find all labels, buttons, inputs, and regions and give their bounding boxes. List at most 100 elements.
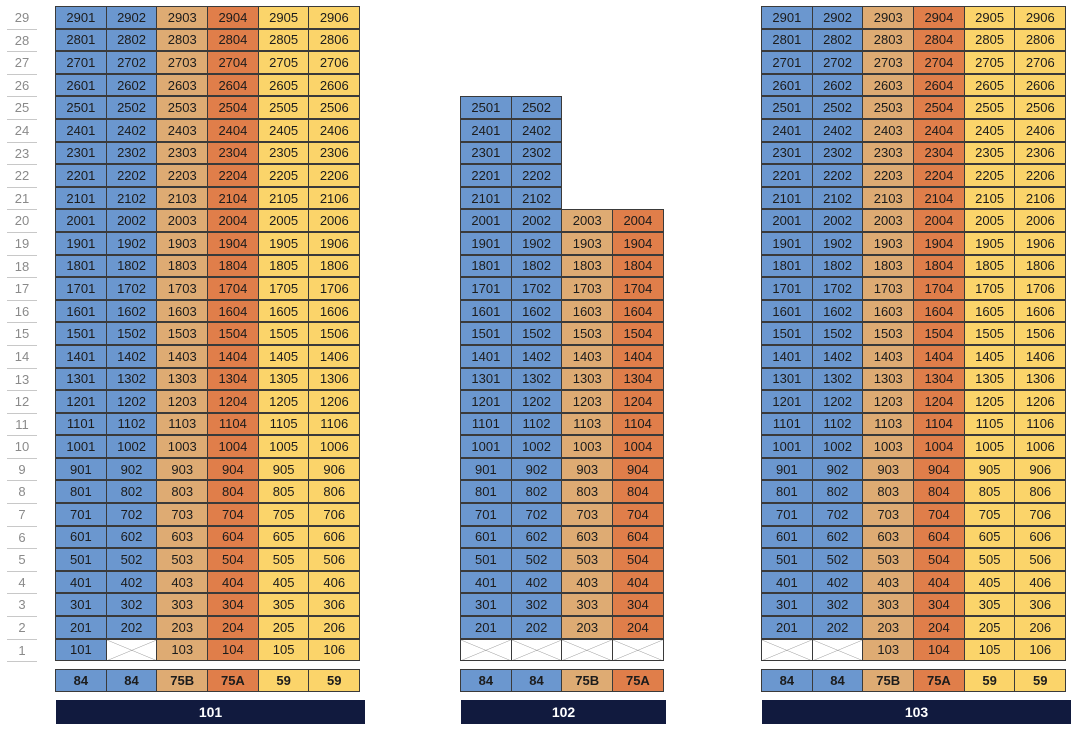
unit-cell[interactable]: 604: [612, 525, 664, 549]
unit-cell[interactable]: 1605: [963, 299, 1016, 323]
unit-cell[interactable]: 901: [55, 457, 107, 481]
unit-cell[interactable]: 1404: [913, 344, 965, 368]
unit-cell[interactable]: 505: [963, 548, 1016, 571]
unit-cell[interactable]: 2901: [761, 6, 813, 29]
unit-cell[interactable]: 2706: [1014, 51, 1067, 74]
unit-cell[interactable]: 604: [913, 525, 965, 549]
unit-cell[interactable]: 306: [1014, 593, 1067, 617]
unit-cell[interactable]: 2504: [207, 96, 259, 119]
unit-cell[interactable]: 1705: [963, 277, 1016, 300]
unit-cell[interactable]: 1301: [460, 367, 512, 391]
unit-cell[interactable]: 1802: [105, 254, 158, 278]
unit-cell[interactable]: 902: [811, 457, 864, 481]
unit-cell[interactable]: 901: [761, 457, 813, 481]
unit-cell[interactable]: 2806: [1014, 28, 1067, 52]
unit-cell[interactable]: 1703: [156, 277, 209, 300]
unit-cell[interactable]: 1301: [761, 367, 813, 391]
unit-cell[interactable]: 2703: [862, 51, 915, 74]
unit-cell[interactable]: 2101: [460, 186, 512, 210]
unit-cell[interactable]: 2403: [156, 118, 209, 142]
unit-cell[interactable]: 1105: [963, 412, 1016, 436]
unit-cell[interactable]: 205: [257, 616, 310, 639]
unit-cell[interactable]: 1304: [612, 367, 664, 391]
unit-cell[interactable]: 201: [761, 616, 813, 639]
unit-cell[interactable]: 303: [862, 593, 915, 617]
unit-cell[interactable]: 802: [510, 480, 563, 504]
unit-cell[interactable]: 2204: [207, 164, 259, 187]
unit-cell[interactable]: 301: [761, 593, 813, 617]
unit-cell[interactable]: 2101: [761, 186, 813, 210]
unit-cell[interactable]: 1904: [612, 231, 664, 255]
unit-cell[interactable]: 1303: [561, 367, 614, 391]
unit-cell[interactable]: 1405: [257, 344, 310, 368]
unit-cell[interactable]: 1502: [510, 322, 563, 345]
unit-cell[interactable]: 2101: [55, 186, 107, 210]
unit-cell[interactable]: 1005: [963, 435, 1016, 458]
unit-cell[interactable]: 2205: [963, 164, 1016, 187]
unit-cell[interactable]: 1401: [460, 344, 512, 368]
unit-cell[interactable]: 1406: [308, 344, 361, 368]
unit-cell[interactable]: 303: [156, 593, 209, 617]
unit-cell[interactable]: 701: [55, 503, 107, 526]
unit-cell[interactable]: 1503: [156, 322, 209, 345]
unit-cell[interactable]: 601: [460, 525, 512, 549]
unit-cell[interactable]: 306: [308, 593, 361, 617]
unit-cell[interactable]: 1804: [612, 254, 664, 278]
unit-cell[interactable]: 1605: [257, 299, 310, 323]
unit-cell[interactable]: 2004: [913, 209, 965, 232]
unit-cell[interactable]: 2701: [55, 51, 107, 74]
unit-cell[interactable]: 1606: [308, 299, 361, 323]
unit-cell[interactable]: 2403: [862, 118, 915, 142]
unit-cell[interactable]: 2804: [913, 28, 965, 52]
unit-cell[interactable]: 402: [510, 570, 563, 594]
unit-cell[interactable]: 2002: [811, 209, 864, 232]
unit-cell[interactable]: 304: [913, 593, 965, 617]
unit-cell[interactable]: 903: [862, 457, 915, 481]
unit-cell[interactable]: 604: [207, 525, 259, 549]
unit-cell[interactable]: 705: [963, 503, 1016, 526]
unit-cell[interactable]: 1601: [761, 299, 813, 323]
unit-cell[interactable]: 2302: [510, 141, 563, 165]
unit-cell[interactable]: 603: [156, 525, 209, 549]
unit-cell[interactable]: 2106: [308, 186, 361, 210]
unit-cell[interactable]: 2402: [510, 118, 563, 142]
unit-cell[interactable]: 605: [963, 525, 1016, 549]
unit-cell[interactable]: 1504: [913, 322, 965, 345]
unit-cell[interactable]: 405: [963, 570, 1016, 594]
unit-cell[interactable]: 1403: [862, 344, 915, 368]
unit-cell[interactable]: 401: [761, 570, 813, 594]
unit-cell[interactable]: 1601: [55, 299, 107, 323]
unit-cell[interactable]: 1205: [963, 390, 1016, 413]
unit-cell[interactable]: 1002: [105, 435, 158, 458]
unit-cell[interactable]: 301: [460, 593, 512, 617]
unit-cell[interactable]: 2202: [510, 164, 563, 187]
unit-cell[interactable]: 2803: [156, 28, 209, 52]
unit-cell[interactable]: 501: [761, 548, 813, 571]
unit-cell[interactable]: 1805: [257, 254, 310, 278]
unit-cell[interactable]: 2503: [156, 96, 209, 119]
unit-cell[interactable]: 206: [308, 616, 361, 639]
unit-cell[interactable]: 2606: [1014, 73, 1067, 97]
unit-cell[interactable]: 404: [913, 570, 965, 594]
unit-cell[interactable]: 2002: [510, 209, 563, 232]
unit-cell[interactable]: 702: [510, 503, 563, 526]
unit-cell[interactable]: 2702: [811, 51, 864, 74]
unit-cell[interactable]: 2303: [156, 141, 209, 165]
unit-cell[interactable]: 2004: [207, 209, 259, 232]
unit-cell[interactable]: 1706: [308, 277, 361, 300]
unit-cell[interactable]: 602: [510, 525, 563, 549]
unit-cell[interactable]: 2902: [105, 6, 158, 29]
unit-cell[interactable]: 1701: [55, 277, 107, 300]
unit-cell[interactable]: 803: [561, 480, 614, 504]
unit-cell[interactable]: 504: [913, 548, 965, 571]
unit-cell[interactable]: 2603: [156, 73, 209, 97]
unit-cell[interactable]: 1105: [257, 412, 310, 436]
unit-cell[interactable]: 902: [105, 457, 158, 481]
unit-cell[interactable]: 2506: [1014, 96, 1067, 119]
unit-cell[interactable]: 2905: [257, 6, 310, 29]
unit-cell[interactable]: 2306: [1014, 141, 1067, 165]
building-label[interactable]: 102: [461, 700, 666, 724]
unit-cell[interactable]: 501: [460, 548, 512, 571]
unit-cell[interactable]: 1404: [207, 344, 259, 368]
unit-cell[interactable]: 2205: [257, 164, 310, 187]
